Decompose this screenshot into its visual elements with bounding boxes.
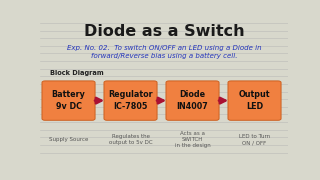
Text: Acts as a
SWITCH
in the design: Acts as a SWITCH in the design bbox=[175, 131, 210, 148]
Text: LED to Turn
ON / OFF: LED to Turn ON / OFF bbox=[239, 134, 270, 145]
FancyBboxPatch shape bbox=[42, 81, 95, 120]
Text: Exp. No. 02.  To switch ON/OFF an LED using a Diode in
forward/Reverse bias usin: Exp. No. 02. To switch ON/OFF an LED usi… bbox=[67, 45, 261, 59]
Text: Regulator
IC-7805: Regulator IC-7805 bbox=[108, 90, 153, 111]
Text: Battery
9v DC: Battery 9v DC bbox=[52, 90, 85, 111]
FancyBboxPatch shape bbox=[104, 81, 157, 120]
Text: Output
LED: Output LED bbox=[239, 90, 270, 111]
Text: Block Diagram: Block Diagram bbox=[50, 70, 104, 76]
Text: Diode
IN4007: Diode IN4007 bbox=[177, 90, 208, 111]
Text: Regulates the
output to 5v DC: Regulates the output to 5v DC bbox=[109, 134, 152, 145]
Text: Supply Source: Supply Source bbox=[49, 137, 88, 142]
FancyBboxPatch shape bbox=[228, 81, 281, 120]
FancyBboxPatch shape bbox=[166, 81, 219, 120]
Text: Diode as a Switch: Diode as a Switch bbox=[84, 24, 244, 39]
